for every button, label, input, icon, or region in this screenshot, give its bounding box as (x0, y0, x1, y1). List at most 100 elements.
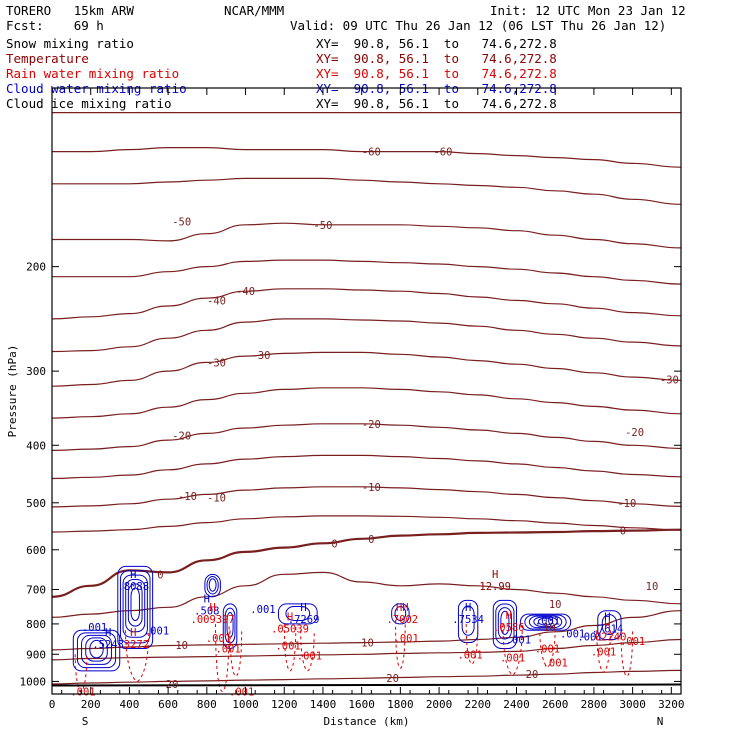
rain-label: .001 (70, 687, 95, 699)
rain-label: .001 (394, 633, 419, 645)
isotherm-label: -30 (207, 357, 226, 369)
isotherm-layer (52, 112, 681, 685)
cloud-water-contour (76, 632, 117, 669)
x-tick-label: 2400 (503, 698, 530, 711)
y-tick-label: 900 (26, 648, 46, 661)
rain-label: .001 (275, 641, 300, 653)
isotherm--30 (52, 351, 681, 387)
isotherm-5 (52, 571, 681, 618)
isotherm-label: -10 (178, 491, 197, 503)
rain-contour (283, 623, 297, 672)
x-tick-label: 2800 (581, 698, 608, 711)
max-marker: H (130, 627, 136, 639)
legend-temperature-xy: XY= 90.8, 56.1 to 74.6,272.8 (316, 51, 557, 66)
max-value: .0586 (493, 622, 525, 634)
cloud-water-contour (524, 614, 567, 630)
cloud-water-contour (394, 606, 407, 621)
max-marker: H (604, 612, 610, 624)
cloud-water-label: .001 (535, 616, 560, 628)
rain-label: .001 (457, 649, 482, 661)
cloud-water-contour (89, 639, 104, 659)
x-tick-label: 800 (197, 698, 217, 711)
cloud-water-contour (528, 615, 563, 629)
cloud-water-contour (81, 634, 112, 665)
rain-contour (125, 630, 150, 682)
isotherm-label: -10 (362, 482, 381, 494)
forecast-hour: Fcst: 69 h (6, 18, 104, 33)
max-value: .508 (194, 606, 219, 618)
isotherm-label: -30 (252, 350, 271, 362)
max-value: 12.99 (479, 581, 511, 593)
plot-frame (51, 87, 682, 695)
cloud-water-contour (206, 576, 219, 595)
cloud-water-contour (85, 637, 108, 662)
max-marker: H (130, 569, 136, 581)
cloud-water-contour (533, 616, 558, 627)
max-value: .7614 (592, 624, 624, 636)
legend-rain-name: Rain water mixing ratio (6, 66, 180, 81)
isotherm-10 (52, 610, 681, 651)
center-name: NCAR/MMM (224, 3, 285, 18)
rain-contour (596, 630, 611, 673)
max-value: .05039 (271, 624, 309, 636)
south-label: S (82, 715, 89, 728)
max-value: .5243 (92, 639, 124, 651)
cloud-water-contour (497, 607, 512, 640)
isotherm-label: 10 (543, 622, 556, 634)
rain-label: .001 (229, 687, 254, 699)
rain-contour (215, 623, 230, 693)
cloud-water-contour (204, 573, 221, 598)
y-tick-label: 700 (26, 584, 46, 597)
isotherm-label: -50 (313, 220, 332, 232)
cloud-water-contour (285, 606, 311, 621)
cloud-water-contour (130, 587, 140, 622)
cloud-water-contour (461, 605, 475, 636)
cloud-water-contour (519, 613, 572, 631)
isotherm--60 (52, 146, 681, 168)
cloud-water-contour (601, 614, 618, 636)
x-tick-label: 2200 (465, 698, 492, 711)
y-tick-label: 500 (26, 497, 46, 510)
rain-label: .001 (297, 651, 322, 663)
isotherm-label: -20 (172, 430, 191, 442)
cloud-water-contour (117, 565, 154, 649)
cloud-water-label: .001 (506, 635, 531, 647)
max-marker: H (204, 594, 210, 606)
max-value: .7534 (452, 614, 484, 626)
cloud-water-contour (125, 578, 146, 633)
y-tick-label: 400 (26, 439, 46, 452)
legend-snow-name: Snow mixing ratio (6, 36, 134, 51)
rain-contour (539, 627, 556, 668)
isotherm-20 (52, 669, 681, 685)
x-tick-label: 600 (158, 698, 178, 711)
isotherm--10 (52, 486, 681, 508)
isotherm-label: 10 (175, 640, 188, 652)
cloud-water-contour (277, 603, 318, 625)
isotherm-label: -60 (433, 147, 452, 159)
x-tick-label: 3200 (658, 698, 685, 711)
isotherm-label: -40 (236, 286, 255, 298)
cloud-water-contour (597, 610, 622, 641)
rain-label: .001 (500, 653, 525, 665)
legend-snow-xy: XY= 90.8, 56.1 to 74.6,272.8 (316, 36, 557, 51)
isotherm-0 (52, 528, 681, 598)
legend-rain-xy: XY= 90.8, 56.1 to 74.6,272.8 (316, 66, 557, 81)
model-name: TORERO 15km ARW (6, 3, 134, 18)
cloud-water-label: .001 (82, 622, 107, 634)
y-tick-label: 1000 (20, 675, 47, 688)
isotherm-label: 10 (549, 599, 562, 611)
x-tick-label: 2600 (542, 698, 569, 711)
x-tick-label: 200 (81, 698, 101, 711)
cloud-water-contour (119, 570, 151, 644)
x-tick-label: 1000 (232, 698, 259, 711)
isotherm-label: -20 (362, 419, 381, 431)
max-marker: H (300, 602, 306, 614)
cloud-water-label: .001 (560, 628, 585, 640)
isotherm-label: 20 (386, 673, 399, 685)
isotherm-label: -40 (207, 295, 226, 307)
isotherm--20 (52, 423, 681, 451)
y-tick-label: 200 (26, 261, 46, 274)
cloud-water-layer (72, 565, 622, 672)
rain-label: .001 (543, 658, 568, 670)
isotherm-label: 0 (331, 538, 337, 550)
